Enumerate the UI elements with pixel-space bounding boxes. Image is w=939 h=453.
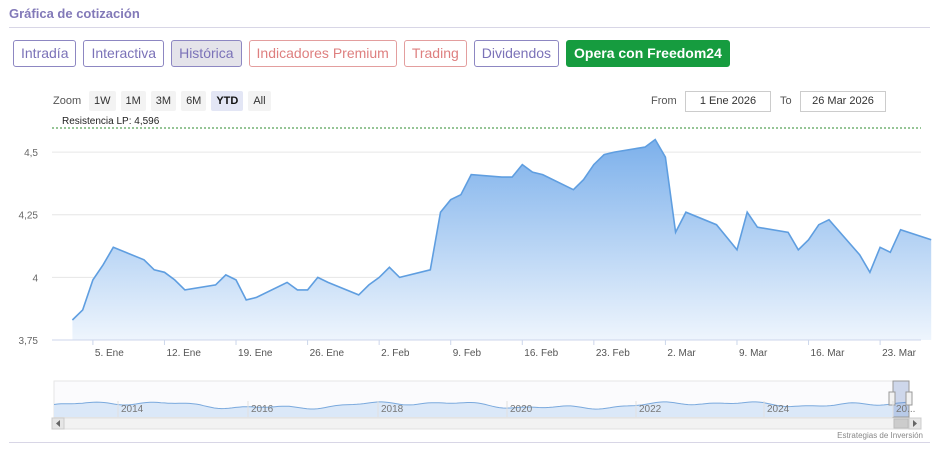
navigator-area (54, 401, 909, 417)
y-tick-label: 4,25 (19, 211, 39, 222)
tab-opera-con-freedom24[interactable]: Opera con Freedom24 (566, 40, 730, 67)
zoom-button-3m[interactable]: 3M (150, 91, 177, 111)
navigator-year-label: 20... (896, 404, 915, 415)
section-title: Gráfica de cotización (9, 6, 140, 21)
range-from-label: From (651, 95, 677, 107)
x-tick-label: 23. Feb (596, 348, 630, 359)
y-tick-label: 3,75 (19, 336, 39, 347)
x-tick-label: 26. Ene (310, 348, 345, 359)
navigator-year-label: 2024 (767, 404, 790, 415)
tab-intradía[interactable]: Intradía (13, 40, 77, 67)
resistance-label: Resistencia LP: 4,596 (62, 116, 160, 127)
tab-trading[interactable]: Trading (403, 40, 467, 67)
x-tick-label: 23. Mar (882, 348, 917, 359)
price-line (71, 138, 932, 321)
navigator-year-label: 2016 (251, 404, 274, 415)
bottom-divider (9, 442, 930, 443)
zoom-button-1w[interactable]: 1W (89, 91, 116, 111)
x-tick-label: 12. Ene (166, 348, 201, 359)
x-tick-label: 9. Feb (453, 348, 482, 359)
zoom-button-1m[interactable]: 1M (120, 91, 146, 111)
x-tick-label: 5. Ene (95, 348, 124, 359)
x-tick-label: 9. Mar (739, 348, 768, 359)
navigator-scrollbar[interactable] (51, 417, 922, 430)
price-area-fill (72, 139, 932, 340)
title-divider (9, 27, 930, 28)
y-tick-label: 4 (32, 273, 38, 284)
navigator-year-label: 2018 (381, 404, 404, 415)
scrollbar-thumb[interactable] (893, 418, 909, 429)
navigator-year-label: 2014 (121, 404, 144, 415)
navigator-handle-right[interactable] (905, 391, 913, 406)
navigator-line (53, 401, 910, 410)
range-to-label: To (780, 95, 792, 107)
zoom-button-ytd[interactable]: YTD (211, 91, 244, 111)
chart-tabs: Intradía Interactiva Histórica Indicadores … (13, 40, 730, 67)
chart-credit: Estrategias de Inversión (837, 431, 923, 440)
scroll-right-arrow-icon (913, 420, 917, 427)
tab-dividendos[interactable]: Dividendos (473, 40, 560, 67)
x-tick-label: 2. Feb (381, 348, 410, 359)
navigator-year-label: 2020 (510, 404, 533, 415)
tab-indicadores-premium[interactable]: Indicadores Premium (248, 40, 397, 67)
range-to-input[interactable]: 26 Mar 2026 (800, 91, 886, 112)
range-from-input[interactable]: 1 Ene 2026 (685, 91, 771, 112)
x-tick-label: 16. Mar (811, 348, 846, 359)
navigator-year-label: 2022 (639, 404, 662, 415)
zoom-button-all[interactable]: All (248, 91, 271, 111)
x-tick-label: 2. Mar (667, 348, 696, 359)
zoom-label: Zoom (53, 95, 82, 107)
x-tick-label: 16. Feb (524, 348, 558, 359)
x-tick-label: 19. Ene (238, 348, 273, 359)
tab-interactiva[interactable]: Interactiva (83, 40, 165, 67)
y-tick-label: 4,5 (24, 148, 38, 159)
zoom-buttons: 1W 1M 3M 6M YTD All (89, 91, 271, 111)
tab-histórica[interactable]: Histórica (171, 40, 242, 67)
scroll-left-arrow-icon (56, 420, 60, 427)
navigator-handle-left[interactable] (888, 391, 896, 406)
zoom-button-6m[interactable]: 6M (181, 91, 207, 111)
